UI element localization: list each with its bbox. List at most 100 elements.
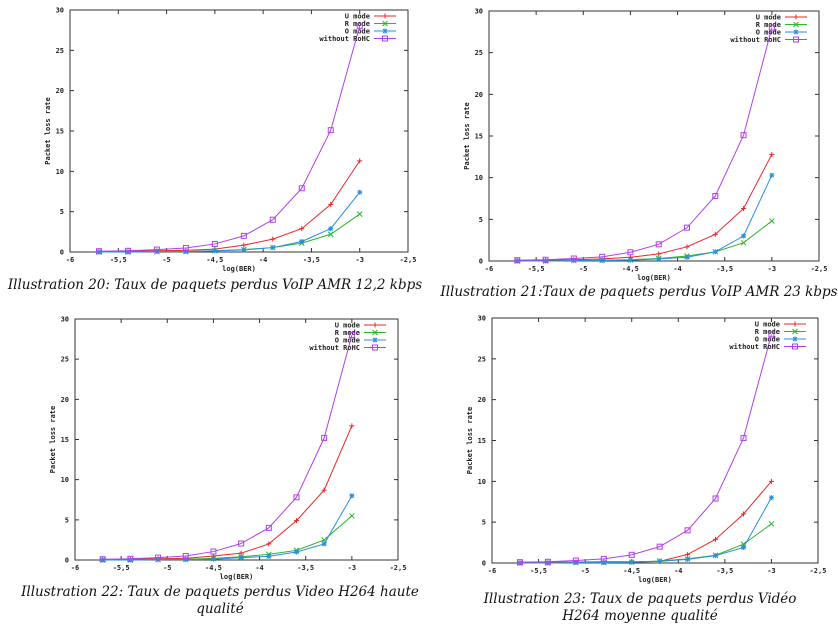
y-axis-label: Packet loss rate [463,102,471,169]
legend-label: without RoHC [729,343,780,351]
square-mark [298,185,305,192]
data-point [328,201,334,207]
plus-mark [684,244,690,250]
square-mark [514,257,521,264]
data-point [712,495,719,502]
star-mark [793,29,799,35]
data-point [542,256,549,263]
data-point [768,495,774,501]
data-point [238,555,244,561]
y-tick-label: 10 [61,476,69,484]
data-point [210,556,216,562]
data-point [769,218,775,224]
y-tick-label: 20 [478,396,486,404]
y-tick-label: 10 [478,478,486,486]
x-tick-label: -4,5 [205,564,222,572]
legend-marker [793,21,799,28]
series-without-rohc [514,24,775,264]
plus-mark [270,236,276,242]
series-line [98,160,361,253]
y-tick-label: 20 [475,91,483,99]
square-mark [348,332,355,339]
series-line [102,495,353,561]
square-mark [570,255,577,262]
data-point [570,255,577,262]
x-tick-label: -4,5 [623,567,640,575]
data-point [740,132,747,139]
x-tick-label: -6 [485,265,493,273]
data-point [125,249,131,255]
x-axis-label: log(BER) [220,573,254,581]
star-mark [769,172,775,178]
legend-label: without RoHC [309,344,360,352]
x-tick-label: -5 [163,564,171,572]
legend-marker [372,322,378,328]
x-tick-label: -5 [581,567,589,575]
y-tick-label: 0 [482,560,486,568]
legend-marker [793,29,799,35]
legend-marker [372,344,378,351]
legend-marker [792,328,798,335]
x-tick-label: -4,5 [206,256,223,264]
x-tick-label: -6 [488,567,496,575]
data-point [182,244,189,251]
star-mark [299,239,305,245]
y-tick-label: 5 [65,516,69,524]
y-tick-label: 5 [60,208,64,216]
square-mark [542,256,549,263]
plus-mark [713,536,719,542]
star-mark [514,258,520,264]
legend-marker [792,321,798,327]
y-tick-label: 25 [478,355,486,363]
data-point [321,434,328,441]
data-point [628,551,635,558]
x-tick-label: -3 [348,564,356,572]
series-without-rohc [95,23,363,255]
series-o-mode [96,189,363,255]
x-tick-label: -4 [674,567,682,575]
caption-illustration-23: Illustration 23: Taux de paquets perdus … [483,591,797,624]
star-mark [349,493,355,499]
data-point [712,193,719,199]
legend-label: without RoHC [319,35,370,43]
chart-1: -6 -5,5 -5 -4,5 -4 -3,5 -3 -2,5 0 5 10 15 20 25 30 log(… [44,7,416,274]
data-point [656,543,663,550]
star-mark [545,560,551,566]
y-tick-label: 10 [475,174,483,182]
data-point [655,241,662,248]
y-tick-label: 15 [475,133,483,141]
square-mark [627,249,634,256]
square-mark [182,244,189,251]
x-tick-label: -3 [767,567,775,575]
legend-label: O mode [755,336,780,344]
plus-mark [656,251,662,257]
data-point [685,556,691,562]
x-tick-label: -5,5 [528,265,545,273]
y-tick-label: 20 [61,396,69,404]
series-line [517,27,773,261]
x-tick-label: -3,5 [297,564,314,572]
chart-2: -6 -5,5 -5 -4,5 -4 -3,5 -3 -2,5 0 5 10 15 20 25 30 log(… [463,8,827,283]
data-point [241,247,247,253]
data-point [100,557,106,563]
square-mark [793,36,799,43]
square-mark [293,494,300,501]
star-mark [656,256,662,262]
star-mark [382,28,388,34]
caption-illustration-20: Illustration 20: Taux de paquets perdus … [7,277,423,293]
square-mark [372,344,378,351]
data-point [299,226,305,232]
legend-marker [372,329,378,336]
star-mark [712,249,718,255]
data-point [740,239,747,246]
plot-frame [74,318,399,561]
data-point [238,550,244,556]
plus-mark [357,158,363,164]
plus-mark [792,321,798,327]
series-line [98,25,361,252]
square-mark [238,540,245,547]
plus-mark [382,13,388,19]
series-u-mode [100,423,355,563]
data-point [684,244,690,250]
